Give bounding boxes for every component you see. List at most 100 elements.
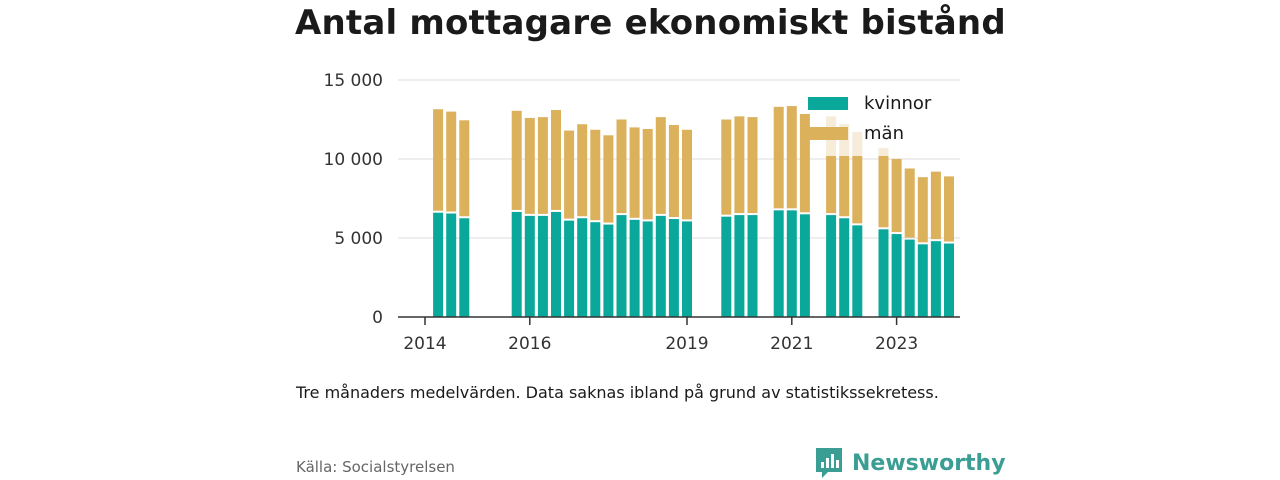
y-axis: 0 5 000 10 000 15 000 — [324, 71, 383, 328]
bar-kvinnor — [551, 211, 561, 317]
bar-kvinnor — [511, 211, 522, 317]
bar-man — [826, 155, 837, 214]
y-tick-label: 5 000 — [334, 229, 383, 249]
bar-man — [564, 130, 575, 219]
bar-stack — [537, 117, 548, 317]
bar-man — [721, 119, 732, 215]
bar-kvinnor — [459, 218, 470, 317]
bar-man — [904, 168, 915, 238]
y-tick-label: 10 000 — [324, 150, 383, 170]
bar-man — [839, 155, 850, 217]
bar-man — [682, 129, 692, 220]
bar-kvinnor — [564, 220, 575, 317]
bar-man — [446, 111, 457, 212]
x-tick-label: 2016 — [508, 334, 551, 354]
bar-series — [433, 106, 954, 317]
bar-stack — [944, 176, 954, 317]
bar-stack — [629, 127, 640, 317]
bar-stack — [878, 147, 889, 317]
x-tick-label: 2021 — [770, 334, 813, 354]
bar-stack — [564, 130, 575, 317]
bar-man-faded — [839, 124, 850, 156]
bar-stack — [682, 129, 692, 317]
bar-stack — [459, 120, 470, 317]
bar-man — [537, 117, 548, 214]
bar-kvinnor — [917, 244, 928, 317]
bar-stack — [917, 177, 928, 317]
bar-kvinnor — [616, 215, 627, 317]
bar-man — [734, 116, 745, 214]
bar-man — [459, 120, 470, 217]
x-tick-label: 2023 — [875, 334, 918, 354]
bar-kvinnor — [734, 215, 745, 317]
bar-kvinnor — [773, 210, 784, 317]
bar-man — [891, 159, 902, 233]
legend-swatch-kvinnor — [808, 97, 848, 110]
bar-kvinnor — [642, 221, 653, 317]
bar-stack — [786, 106, 797, 317]
bar-kvinnor — [668, 219, 679, 317]
bar-man — [577, 124, 588, 217]
legend-label-kvinnor: kvinnor — [864, 93, 932, 114]
bar-stack — [433, 109, 444, 317]
brand-logo[interactable]: Newsworthy — [814, 446, 1006, 480]
bar-kvinnor — [878, 229, 889, 317]
bar-stack — [773, 106, 784, 317]
bar-kvinnor — [524, 215, 535, 317]
bar-kvinnor — [433, 212, 444, 317]
bar-man — [616, 119, 627, 214]
bar-kvinnor — [682, 221, 692, 317]
bar-man — [642, 128, 653, 220]
bar-stack — [616, 119, 627, 317]
bar-kvinnor — [537, 215, 548, 317]
bar-kvinnor — [904, 239, 915, 317]
bar-man — [433, 109, 444, 211]
x-tick-label: 2019 — [665, 334, 708, 354]
chart-gridlines — [398, 79, 960, 239]
bar-man — [603, 135, 614, 223]
bar-man — [944, 176, 954, 242]
bar-stack — [839, 124, 850, 317]
bar-stack — [891, 159, 902, 317]
bar-man — [551, 110, 561, 210]
source-credit: Källa: Socialstyrelsen — [296, 458, 455, 476]
bar-stack — [446, 111, 457, 317]
bar-kvinnor — [721, 216, 732, 317]
bar-kvinnor — [655, 215, 666, 317]
x-tick-label: 2014 — [403, 334, 446, 354]
bar-kvinnor — [577, 218, 588, 317]
bar-man — [786, 106, 797, 209]
bar-kvinnor — [629, 219, 640, 317]
chart-note: Tre månaders medelvärden. Data saknas ib… — [296, 383, 939, 402]
bar-kvinnor — [799, 214, 810, 317]
bar-stack — [511, 110, 522, 317]
bar-stack — [603, 135, 614, 317]
bar-man — [799, 113, 810, 213]
bar-stack — [747, 117, 758, 317]
bar-stack — [799, 113, 810, 317]
bar-kvinnor — [826, 215, 837, 317]
bar-kvinnor — [839, 218, 850, 317]
bar-man-faded — [878, 147, 889, 156]
bar-man — [524, 117, 535, 214]
bar-stack — [904, 168, 915, 317]
bar-kvinnor — [446, 213, 457, 317]
bar-man — [511, 110, 522, 210]
bar-kvinnor — [852, 225, 863, 317]
bar-man — [590, 129, 601, 221]
bar-man — [629, 127, 640, 218]
bar-man — [655, 117, 666, 214]
bar-stack — [590, 129, 601, 317]
bar-stack — [668, 125, 679, 317]
bar-stack — [577, 124, 588, 317]
bar-stack — [930, 171, 941, 317]
bar-kvinnor — [747, 215, 758, 317]
bar-kvinnor — [786, 210, 797, 317]
bar-stack — [524, 117, 535, 317]
bar-man — [930, 171, 941, 240]
bar-kvinnor — [930, 241, 941, 317]
bar-kvinnor — [891, 234, 902, 317]
legend-swatch-man — [808, 127, 848, 140]
bar-stack — [551, 110, 561, 317]
